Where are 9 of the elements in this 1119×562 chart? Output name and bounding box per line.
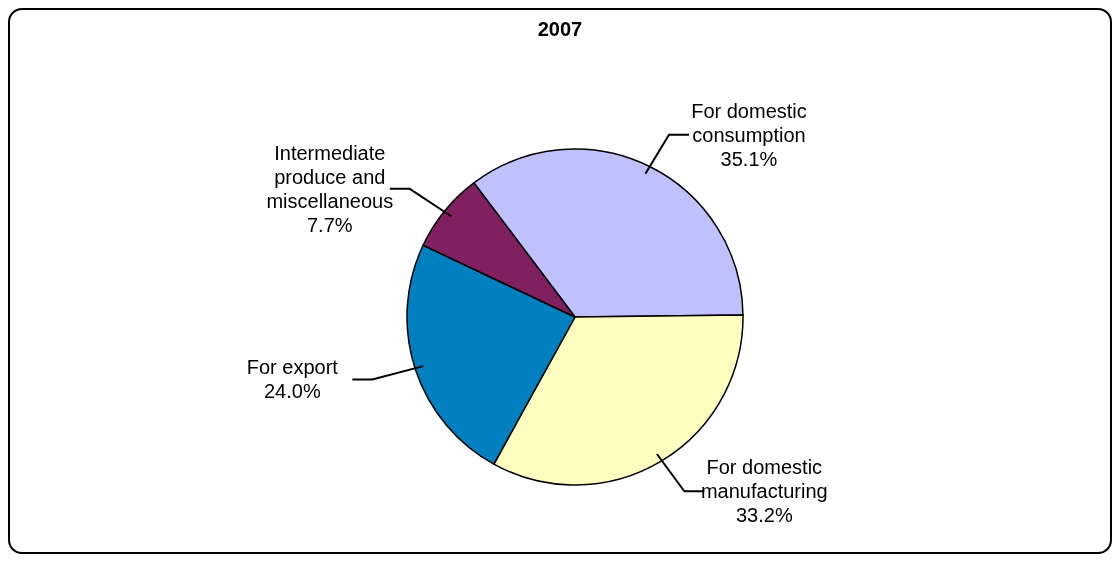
slice-label: Intermediate produce and miscellaneous [266, 141, 394, 212]
data-label: 33.2% [735, 504, 793, 527]
slice-label: For domestic manufacturing [700, 456, 828, 503]
data-label: 24.0% [263, 380, 321, 403]
chart-title: 2007 [536, 18, 584, 41]
slice-label: For domestic consumption [691, 99, 807, 146]
data-label: 7.7% [307, 213, 353, 236]
slice-label: For export [246, 356, 339, 379]
data-label: 35.1% [720, 147, 778, 170]
